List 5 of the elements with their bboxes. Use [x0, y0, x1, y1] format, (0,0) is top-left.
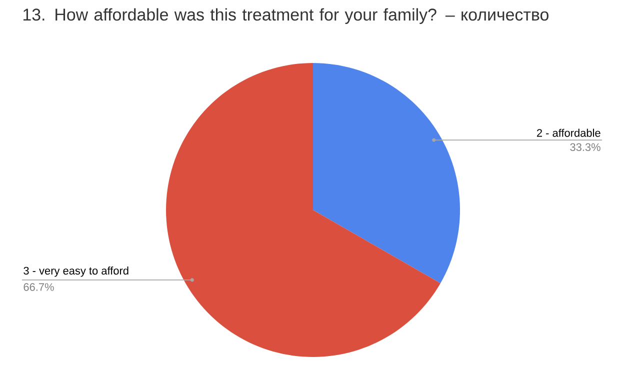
- chart-title: 13. How affordable was this treatment for your family? – количество: [24, 8, 548, 24]
- slice-label: 3 - very easy to afford: [24, 266, 128, 277]
- data-label: 66.7%: [24, 283, 54, 291]
- data-label: 33.3%: [570, 143, 600, 152]
- slice-label: 2 - affordable: [536, 128, 600, 137]
